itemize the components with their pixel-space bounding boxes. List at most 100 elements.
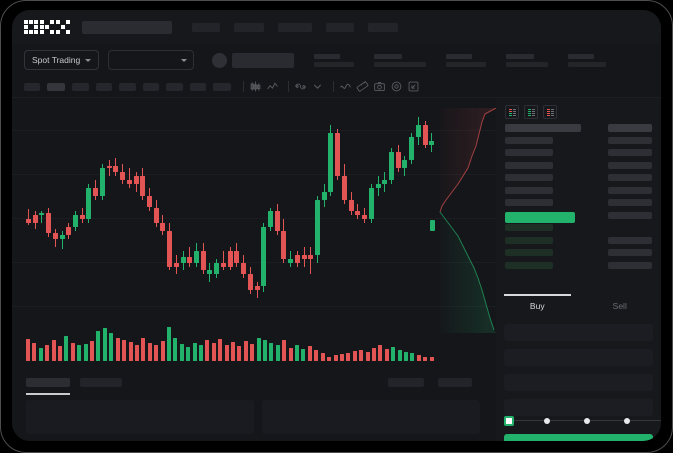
- orderbook-row[interactable]: [505, 249, 652, 258]
- timeframe-1h[interactable]: [119, 82, 136, 91]
- tab-open-orders[interactable]: [26, 378, 70, 387]
- orderbook-row[interactable]: [505, 199, 652, 208]
- volume-bar: [403, 351, 408, 361]
- field-total[interactable]: [504, 399, 653, 416]
- candle-wick: [41, 211, 43, 224]
- slider-stop-75[interactable]: [624, 417, 630, 424]
- candle-body: [362, 215, 368, 220]
- orderbook-price: [505, 211, 575, 223]
- line-chart-icon[interactable]: [266, 80, 279, 93]
- nav-more[interactable]: [368, 22, 398, 32]
- tab-buy[interactable]: Buy: [496, 294, 579, 318]
- volume-bar: [320, 353, 325, 361]
- candle-body: [402, 160, 408, 169]
- chart-area[interactable]: [12, 98, 496, 441]
- timeframe-4h[interactable]: [143, 82, 159, 91]
- last-price-marker: [430, 220, 435, 231]
- timeframe-5m[interactable]: [47, 82, 65, 91]
- pair-selector[interactable]: [108, 50, 195, 70]
- timeframe-1d[interactable]: [166, 82, 183, 91]
- camera-icon[interactable]: [373, 80, 386, 93]
- orderbook-price: [505, 136, 553, 144]
- orderbook-last-price-row[interactable]: [505, 211, 652, 223]
- field-price[interactable]: [504, 349, 653, 366]
- market-stats: [294, 53, 607, 67]
- candlestick-series: [26, 110, 436, 305]
- volume-bar: [346, 352, 351, 361]
- timeframe-1mo[interactable]: [213, 82, 231, 91]
- amount-percent-slider[interactable]: [504, 416, 661, 426]
- volume-bar: [141, 338, 146, 361]
- candlestick-chart-icon[interactable]: [249, 80, 262, 93]
- indicators-icon[interactable]: [294, 80, 307, 93]
- tab-sell[interactable]: Sell: [612, 301, 627, 311]
- orderbook-size: [608, 149, 652, 156]
- header-nav: [192, 22, 412, 32]
- orderbook-size: [608, 261, 652, 269]
- logo-glyph-o: [24, 20, 38, 34]
- bottom-panel-positions[interactable]: [262, 400, 480, 434]
- logo-glyph-k: [40, 20, 54, 34]
- timeframe-1w[interactable]: [190, 82, 206, 91]
- submit-buy-button[interactable]: [504, 434, 653, 441]
- volume-bar: [250, 344, 255, 361]
- candle-body: [46, 213, 52, 234]
- volume-bar: [173, 338, 178, 361]
- orderbook-row[interactable]: [505, 236, 652, 246]
- nav-trade[interactable]: [278, 22, 312, 32]
- gridline: [12, 218, 496, 219]
- orderbook-row[interactable]: [505, 136, 652, 146]
- candle-body: [106, 166, 112, 169]
- fullscreen-icon[interactable]: [407, 80, 420, 93]
- orderbook-row[interactable]: [505, 149, 652, 158]
- okx-logo[interactable]: [24, 20, 70, 34]
- orderbook-row[interactable]: [505, 261, 652, 271]
- orderbook-row[interactable]: [505, 161, 652, 171]
- field-amount[interactable]: [504, 374, 653, 391]
- bottom-tabs: [26, 378, 482, 396]
- candle-wick: [222, 250, 224, 271]
- slider-handle[interactable]: [504, 416, 514, 426]
- volume-bar: [269, 343, 274, 361]
- candle-body: [321, 191, 327, 200]
- candle-body: [86, 187, 92, 220]
- nav-markets[interactable]: [234, 22, 264, 32]
- gear-icon[interactable]: [390, 80, 403, 93]
- candle-body: [66, 227, 72, 236]
- orderbook-price: [505, 124, 581, 132]
- volume-bar: [282, 339, 287, 361]
- orderbook-row[interactable]: [505, 124, 652, 133]
- timeframe-1m[interactable]: [24, 82, 40, 91]
- slider-track: [504, 420, 661, 421]
- wave-icon[interactable]: [339, 80, 352, 93]
- active-tab-underline: [26, 393, 70, 395]
- orderbook-row[interactable]: [505, 224, 652, 233]
- slider-stop-50[interactable]: [584, 417, 590, 424]
- search-input[interactable]: [82, 20, 172, 34]
- market-depth-overlay: [438, 108, 496, 333]
- chart-settings-chevron-icon[interactable]: [311, 80, 324, 93]
- orderbook-row[interactable]: [505, 174, 652, 183]
- tab-order-history[interactable]: [80, 378, 122, 387]
- orderbook-rows[interactable]: [496, 124, 661, 271]
- volume-bar: [211, 343, 216, 361]
- nav-buy-crypto[interactable]: [192, 22, 220, 32]
- volume-bar: [263, 340, 268, 361]
- pair-avatar: [212, 52, 228, 68]
- orderbook-row[interactable]: [505, 186, 652, 196]
- orderbook-mode-both[interactable]: [505, 105, 519, 119]
- orderbook-mode-asks[interactable]: [543, 105, 557, 119]
- volume-bar: [115, 337, 120, 361]
- bottom-panel-orders[interactable]: [26, 400, 254, 434]
- trading-mode-selector[interactable]: Spot Trading: [24, 50, 100, 70]
- stat-value: [314, 61, 355, 67]
- field-order-type[interactable]: [504, 324, 653, 341]
- timeframe-15m[interactable]: [72, 82, 89, 91]
- orderbook-mode-bids[interactable]: [524, 105, 538, 119]
- ruler-icon[interactable]: [356, 80, 369, 93]
- nav-earn[interactable]: [326, 22, 354, 32]
- tab-hide-other[interactable]: [438, 378, 472, 387]
- timeframe-30m[interactable]: [96, 82, 112, 91]
- slider-stop-25[interactable]: [544, 417, 550, 424]
- tab-assets[interactable]: [388, 378, 424, 387]
